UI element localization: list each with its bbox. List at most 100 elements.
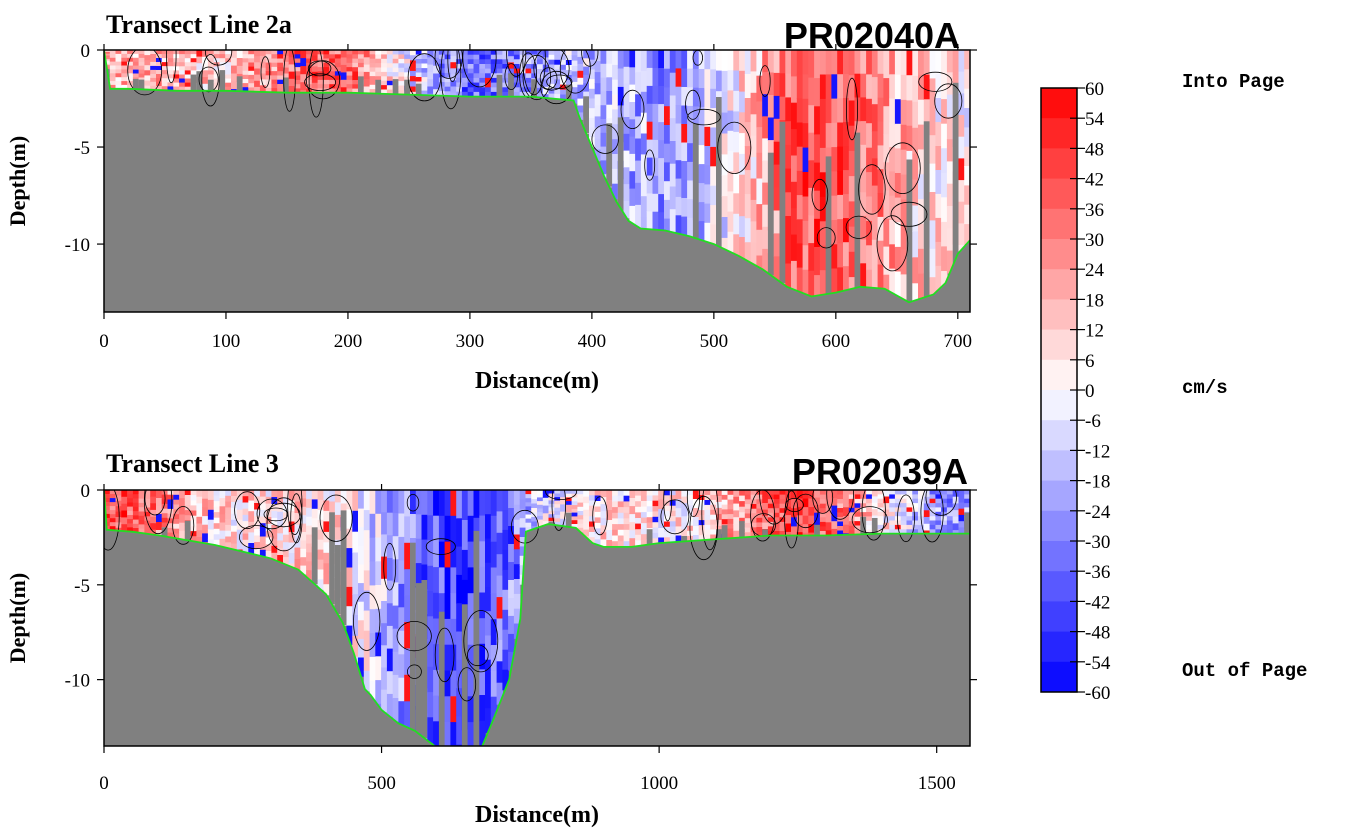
velocity-cell (623, 100, 630, 118)
velocity-cell (664, 490, 671, 496)
velocity-cell (352, 615, 359, 637)
velocity-cell (444, 593, 451, 620)
velocity-cell (762, 516, 769, 524)
velocity-cell (612, 524, 619, 531)
velocity-cell (819, 521, 827, 528)
velocity-cell (294, 79, 301, 85)
velocity-cell (640, 50, 648, 72)
velocity-cell (819, 74, 827, 100)
velocity-cell (294, 50, 301, 55)
velocity-cell (525, 68, 532, 74)
velocity-cell (121, 53, 128, 59)
velocity-cell (560, 54, 567, 61)
velocity-cell (363, 490, 371, 511)
contour-line (198, 66, 219, 93)
velocity-cell (225, 530, 232, 538)
panel-1-ylabel: Depth(m) (5, 136, 30, 226)
velocity-cell (894, 490, 902, 495)
bottom-profile-line (104, 490, 970, 746)
velocity-cell (167, 62, 174, 67)
velocity-cell (288, 532, 296, 544)
velocity-cell (808, 507, 815, 517)
velocity-cell (929, 277, 936, 307)
velocity-cell (496, 639, 503, 662)
no-data-gap (207, 79, 220, 91)
velocity-cell (456, 50, 463, 56)
velocity-cell (692, 50, 700, 70)
colorbar-gradient (1041, 88, 1077, 693)
velocity-cell (825, 123, 833, 149)
velocity-cell (819, 490, 827, 496)
velocity-cell (519, 546, 527, 557)
velocity-cell (698, 202, 706, 222)
velocity-cell (762, 509, 769, 517)
velocity-cell (213, 528, 221, 535)
velocity-cell (537, 493, 544, 498)
velocity-cell (560, 511, 567, 520)
velocity-cell (438, 77, 446, 83)
velocity-cell (456, 574, 463, 604)
velocity-cell (184, 58, 192, 63)
velocity-cell (231, 73, 238, 82)
velocity-cell (392, 628, 400, 653)
velocity-cell (444, 86, 451, 92)
velocity-cell (946, 228, 954, 252)
velocity-cell (577, 511, 584, 516)
no-data-gap (461, 604, 468, 746)
velocity-cell (658, 490, 665, 501)
velocity-cell (646, 175, 654, 194)
velocity-cell (929, 135, 936, 165)
velocity-cell (300, 498, 307, 508)
velocity-cell (525, 510, 532, 516)
velocity-cell (213, 62, 221, 67)
velocity-cell (635, 204, 642, 228)
velocity-cell (900, 520, 908, 526)
velocity-cell (109, 53, 117, 59)
velocity-cell (952, 516, 960, 524)
velocity-cell (485, 91, 492, 98)
velocity-cell (225, 490, 232, 497)
velocity-cell (179, 74, 186, 80)
velocity-cell (646, 517, 654, 524)
velocity-cell (612, 64, 619, 81)
velocity-cell (733, 234, 740, 256)
velocity-cell (410, 490, 417, 515)
velocity-cell (323, 584, 330, 596)
velocity-cell (906, 511, 913, 517)
velocity-cell (854, 50, 861, 75)
velocity-cell (242, 539, 249, 547)
velocity-cell (941, 507, 948, 513)
velocity-cell (883, 162, 890, 192)
velocity-cell (756, 508, 763, 514)
velocity-cell (519, 518, 527, 529)
velocity-cell (346, 509, 353, 530)
velocity-cell (525, 64, 532, 70)
velocity-cell (231, 519, 238, 527)
velocity-cell (329, 50, 336, 55)
velocity-cell (415, 72, 423, 78)
velocity-cell (773, 499, 781, 505)
velocity-cell (461, 520, 469, 551)
velocity-cell (375, 561, 382, 586)
velocity-cell (404, 674, 411, 702)
no-data-gap (964, 512, 970, 534)
velocity-cell (646, 139, 654, 159)
velocity-cell (415, 54, 423, 60)
velocity-cell (687, 490, 694, 496)
velocity-cell (929, 192, 936, 221)
velocity-cell (623, 184, 630, 202)
velocity-cell (941, 148, 948, 174)
velocity-cell (144, 511, 151, 517)
velocity-cell (115, 517, 122, 523)
velocity-cell (900, 50, 908, 76)
velocity-cell (716, 50, 723, 72)
velocity-cell (184, 70, 192, 76)
velocity-cell (617, 68, 625, 88)
velocity-cell (259, 50, 267, 57)
velocity-cell (386, 558, 394, 582)
velocity-cell (386, 490, 394, 514)
velocity-cell (565, 50, 573, 56)
velocity-cell (837, 74, 844, 99)
velocity-cell (635, 529, 642, 536)
velocity-cell (606, 530, 613, 541)
